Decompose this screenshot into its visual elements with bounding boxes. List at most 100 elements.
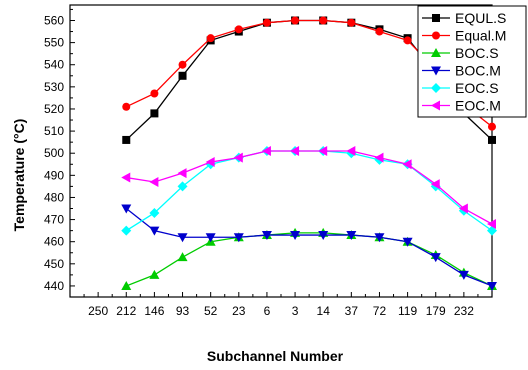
- y-axis-title: Temperature (°C): [11, 119, 27, 232]
- data-point-boc-m: [346, 231, 357, 241]
- data-point-boc-m: [458, 270, 469, 280]
- data-point-boc-m: [205, 233, 216, 243]
- legend-marker-equl-s: [432, 14, 440, 22]
- data-point-boc-m: [290, 231, 301, 241]
- x-tick-label: 52: [204, 304, 218, 318]
- data-point-eoc-m: [121, 172, 131, 183]
- series-line-eoc-m: [126, 150, 493, 225]
- data-point-boc-s: [177, 252, 188, 262]
- y-tick-label: 490: [44, 168, 64, 182]
- x-tick-label: 37: [345, 304, 359, 318]
- y-tick-label: 530: [44, 80, 64, 94]
- data-point-eoc-m: [149, 176, 159, 187]
- y-tick-label: 560: [44, 13, 64, 27]
- data-point-boc-m: [177, 233, 188, 243]
- x-tick-label: 146: [144, 304, 164, 318]
- data-point-eoc-m: [346, 146, 356, 156]
- data-point-boc-s: [149, 269, 160, 279]
- data-point-boc-m: [149, 226, 160, 236]
- data-point-equl-s: [150, 109, 159, 118]
- data-point-eoc-s: [121, 225, 132, 236]
- legend-label-boc-m: BOC.M: [455, 63, 501, 79]
- x-tick-label: 119: [398, 304, 417, 318]
- legend-marker-boc-m: [431, 66, 441, 76]
- data-point-boc-m: [430, 253, 441, 263]
- x-tick-label: 3: [292, 304, 299, 318]
- legend-box: [417, 5, 527, 118]
- y-tick-label: 460: [44, 235, 64, 249]
- data-point-equal-m: [178, 60, 187, 69]
- data-point-equal-m: [206, 34, 215, 43]
- data-point-eoc-m: [177, 168, 187, 179]
- data-point-equal-m: [150, 89, 159, 98]
- x-tick-label: 23: [232, 304, 246, 318]
- legend-label-equl-s: EQUL.S: [455, 10, 506, 26]
- data-point-eoc-s: [149, 207, 160, 218]
- data-point-equal-m: [347, 18, 356, 27]
- data-point-equal-m: [262, 18, 271, 27]
- data-point-equl-s: [122, 135, 131, 144]
- data-point-equal-m: [488, 122, 496, 131]
- legend-marker-eoc-m: [431, 100, 440, 111]
- data-point-boc-m: [318, 231, 329, 241]
- series-boc-s: [121, 227, 497, 290]
- data-point-eoc-s: [177, 181, 188, 192]
- data-point-eoc-m: [261, 146, 271, 156]
- data-point-eoc-m: [233, 152, 243, 163]
- legend-label-boc-s: BOC.S: [455, 45, 499, 61]
- y-tick-label: 520: [44, 102, 64, 116]
- legend-label-eoc-m: EOC.M: [455, 98, 501, 114]
- y-tick-label: 500: [44, 146, 64, 160]
- series-eoc-s: [121, 146, 497, 236]
- data-point-eoc-m: [318, 146, 328, 156]
- y-tick-label: 540: [44, 58, 64, 72]
- y-tick-label: 550: [44, 36, 64, 50]
- x-tick-label: 6: [264, 304, 271, 318]
- legend-label-equal-m: Equal.M: [455, 28, 506, 44]
- data-point-boc-m: [374, 233, 385, 243]
- data-point-boc-s: [121, 280, 132, 290]
- data-point-boc-m: [261, 231, 272, 241]
- y-tick-label: 480: [44, 190, 64, 204]
- data-point-equl-s: [488, 135, 496, 144]
- data-point-boc-m: [233, 233, 244, 243]
- legend-label-eoc-s: EOC.S: [455, 80, 499, 96]
- x-tick-label: 212: [116, 304, 136, 318]
- data-point-boc-m: [487, 281, 497, 291]
- data-point-equal-m: [375, 27, 384, 36]
- x-tick-label: 72: [373, 304, 387, 318]
- series-line-boc-s: [126, 232, 493, 287]
- x-tick-label: 179: [426, 304, 446, 318]
- x-tick-label: 250: [88, 304, 108, 318]
- series-line-eoc-s: [125, 150, 493, 232]
- data-point-boc-m: [402, 237, 413, 247]
- series-eoc-m: [121, 146, 496, 229]
- x-tick-label: 93: [176, 304, 190, 318]
- legend-marker-boc-s: [431, 48, 441, 57]
- data-point-eoc-m: [402, 159, 412, 170]
- y-tick-label: 510: [44, 124, 64, 138]
- data-point-eoc-m: [430, 179, 440, 190]
- y-tick-label: 440: [44, 279, 64, 293]
- x-tick-label: 14: [317, 304, 331, 318]
- data-point-eoc-m: [487, 219, 496, 229]
- data-point-equal-m: [403, 36, 412, 45]
- legend-marker-equal-m: [432, 31, 440, 40]
- y-tick-label: 450: [44, 257, 64, 271]
- data-point-eoc-m: [458, 203, 468, 214]
- series-line-boc-m: [125, 208, 493, 287]
- data-point-equal-m: [234, 25, 243, 34]
- data-point-equal-m: [291, 16, 300, 25]
- legend-marker-eoc-s: [431, 83, 441, 93]
- data-point-eoc-m: [290, 146, 300, 156]
- x-tick-label: 232: [454, 304, 474, 318]
- data-point-equal-m: [319, 16, 328, 25]
- data-point-equal-m: [122, 102, 131, 111]
- y-tick-label: 470: [44, 213, 64, 227]
- data-point-equl-s: [178, 71, 187, 80]
- data-point-boc-m: [121, 204, 132, 214]
- axes: 440 450 460 470 480 490 500 510 520 530 540 550 560 2…: [44, 4, 493, 318]
- x-axis-title: Subchannel Number: [207, 348, 344, 364]
